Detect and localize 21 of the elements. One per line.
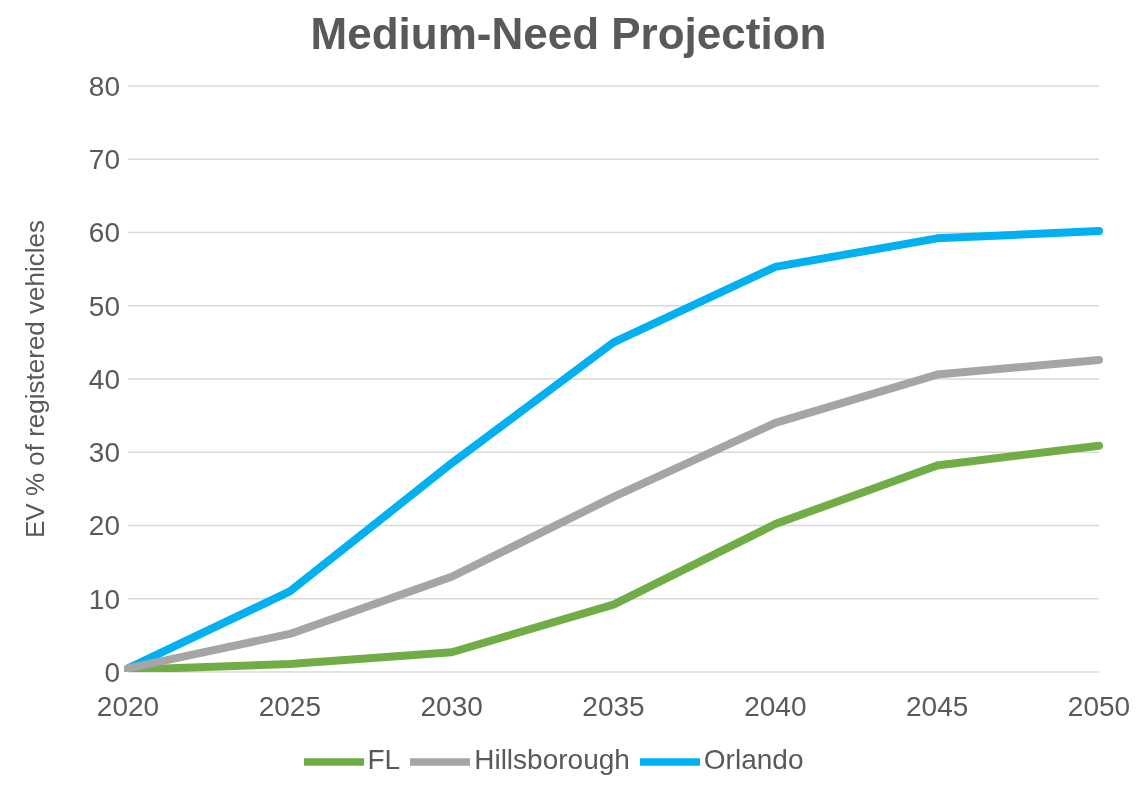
y-tick-label: 60 — [88, 217, 120, 249]
chart-title: Medium-Need Projection — [309, 8, 828, 60]
legend-label: FL — [367, 744, 401, 776]
legend-label: Orlando — [703, 744, 804, 776]
x-tick-label: 2040 — [744, 690, 807, 722]
x-tick-label: 2050 — [1067, 690, 1131, 722]
y-axis-title: EV % of registered vehicles — [20, 220, 51, 538]
x-tick-label: 2035 — [582, 690, 645, 722]
x-tick-label: 2020 — [96, 690, 160, 722]
y-tick-label: 20 — [88, 510, 120, 542]
y-tick-label: 30 — [88, 437, 120, 469]
y-tick-label: 70 — [88, 144, 120, 176]
x-tick-label: 2030 — [420, 690, 483, 722]
legend-label: Hillsborough — [474, 744, 630, 776]
y-tick-label: 40 — [88, 363, 120, 395]
x-tick-label: 2045 — [906, 690, 969, 722]
x-tick-label: 2025 — [258, 690, 321, 722]
y-tick-label: 10 — [88, 583, 120, 615]
y-tick-label: 0 — [104, 656, 120, 688]
y-tick-label: 50 — [88, 290, 120, 322]
y-tick-label: 80 — [88, 70, 120, 102]
